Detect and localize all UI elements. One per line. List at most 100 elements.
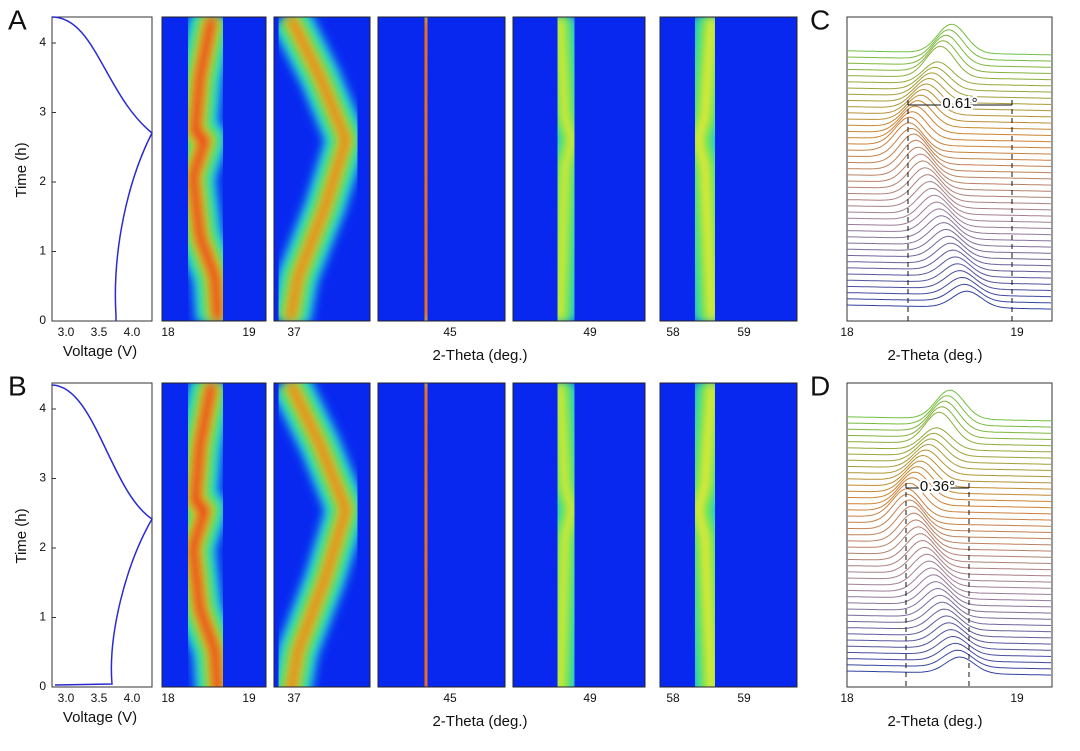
panel-letter: D — [810, 370, 830, 401]
pattern-curve — [846, 208, 1052, 236]
pattern-curve — [846, 94, 1052, 124]
pattern-curve — [846, 146, 1052, 180]
voltage-plot — [51, 16, 153, 322]
x-tick-label: 19 — [1010, 325, 1024, 339]
pattern-curve — [846, 222, 1052, 248]
pattern-curve — [846, 499, 1052, 533]
y-tick-label: 1 — [39, 610, 46, 624]
pattern-curve — [846, 89, 1052, 118]
pattern-curve — [846, 105, 1052, 136]
x-tick-label: 3.0 — [58, 325, 75, 339]
panel-letter: A — [8, 4, 27, 35]
pattern-curve — [846, 512, 1052, 546]
heatmap — [542, 383, 590, 687]
y-tick-label: 1 — [39, 244, 46, 258]
x-tick-label: 3.5 — [91, 691, 108, 705]
shift-label: 0.36° — [920, 478, 955, 495]
pattern-curve — [846, 533, 1052, 564]
pattern-curve — [846, 270, 1052, 291]
pattern-curve — [846, 526, 1052, 558]
pattern-curve — [846, 581, 1052, 608]
y-axis-title: Time (h) — [13, 142, 30, 197]
pattern-curve — [846, 395, 1052, 428]
x-tick-label: 3.0 — [58, 691, 75, 705]
pattern-curve — [846, 127, 1052, 161]
x-tick-label: 18 — [161, 691, 175, 705]
x-axis-title: Voltage (V) — [63, 709, 137, 726]
pattern-curve — [846, 615, 1052, 639]
pattern-curve — [846, 228, 1052, 254]
heatmap-frame — [659, 382, 798, 688]
heatmap — [274, 17, 366, 321]
pattern-curve — [846, 249, 1052, 273]
x-tick-label: 19 — [242, 691, 256, 705]
heat-band — [420, 383, 432, 687]
x-tick-label: 4.0 — [124, 325, 141, 339]
pattern-curve — [846, 427, 1052, 453]
heatmap — [398, 17, 454, 321]
pattern-curve — [846, 276, 1052, 298]
pattern-curve — [846, 263, 1052, 285]
pattern-curve — [846, 567, 1052, 595]
heat-band — [555, 383, 577, 687]
pattern-curve — [846, 256, 1052, 279]
pattern-curve — [846, 194, 1052, 223]
y-tick-label: 4 — [39, 401, 46, 415]
heat-band — [692, 17, 718, 321]
pattern-curve — [846, 167, 1052, 198]
pattern-curve — [846, 111, 1052, 143]
x-axis-title: 2-Theta (deg.) — [432, 713, 527, 730]
heatmap-frame — [273, 382, 371, 688]
panel-letter: B — [8, 370, 27, 401]
pattern-curve — [846, 187, 1052, 217]
pattern-curve — [846, 180, 1052, 211]
pattern-curve — [846, 83, 1052, 112]
y-tick-label: 3 — [39, 471, 46, 485]
pattern-curve — [846, 471, 1052, 502]
heat-band — [188, 383, 222, 687]
pattern-curve — [846, 242, 1052, 267]
x-tick-label: 49 — [583, 325, 597, 339]
pattern-curve — [846, 477, 1052, 509]
x-tick-label: 4.0 — [124, 691, 141, 705]
voltage-curve — [51, 16, 153, 321]
pattern-curve — [846, 635, 1052, 657]
x-tick-label: 18 — [840, 691, 854, 705]
pattern-curve — [846, 283, 1052, 304]
pattern-curve — [846, 519, 1052, 552]
pattern-curve — [846, 72, 1052, 99]
pattern-curve — [846, 77, 1052, 105]
pattern-curve — [846, 40, 1052, 74]
heatmap-frame — [161, 382, 267, 688]
y-tick-label: 2 — [39, 174, 46, 188]
heat-band — [287, 17, 349, 321]
shift-label: 0.61° — [942, 95, 977, 112]
y-tick-label: 4 — [39, 35, 46, 49]
x-tick-label: 58 — [666, 691, 680, 705]
heatmap — [171, 17, 240, 321]
pattern-curve — [846, 656, 1052, 676]
pattern-curve — [846, 215, 1052, 242]
heatmap — [398, 383, 454, 687]
pattern-curve — [846, 122, 1052, 155]
pattern-curve — [846, 411, 1052, 447]
y-tick-label: 0 — [39, 679, 46, 693]
pattern-curve — [846, 574, 1052, 602]
x-tick-label: 37 — [287, 325, 301, 339]
y-tick-label: 0 — [39, 313, 46, 327]
x-tick-label: 18 — [840, 325, 854, 339]
heat-band — [420, 17, 432, 321]
heatmap — [678, 383, 732, 687]
heatmap-frame — [659, 16, 798, 322]
pattern-curve — [846, 488, 1052, 521]
heatmap-frame — [273, 16, 371, 322]
pattern-curve — [846, 100, 1052, 130]
x-tick-label: 59 — [737, 325, 751, 339]
pattern-curve — [846, 160, 1052, 192]
pattern-curve — [846, 539, 1052, 571]
heatmap-frame — [161, 16, 267, 322]
pattern-curve — [846, 493, 1052, 527]
heatmap — [678, 17, 732, 321]
